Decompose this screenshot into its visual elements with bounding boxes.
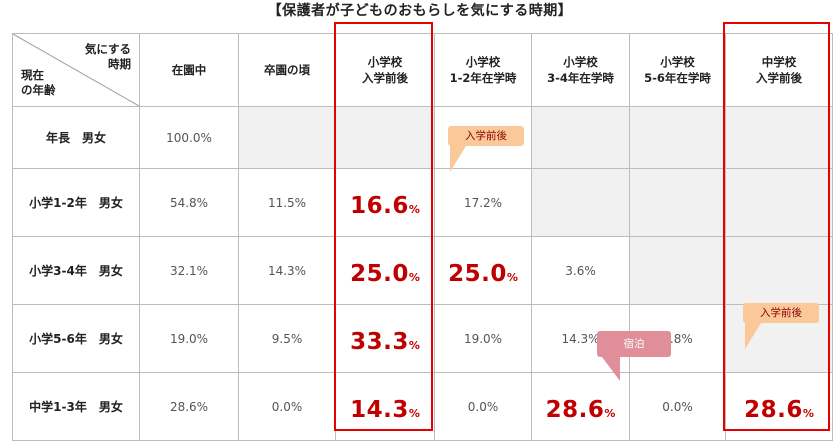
column-header: 卒園の頃 (238, 33, 336, 107)
column-header: 小学校 3-4年在学時 (531, 33, 630, 107)
table-cell: 0.0% (629, 372, 726, 441)
table-cell: 19.0% (434, 304, 532, 373)
table-cell: 17.2% (434, 168, 532, 237)
table-cell-empty (629, 106, 726, 169)
table-cell: 19.0% (139, 304, 239, 373)
highlight-frame-elementary-entry (334, 22, 433, 431)
callout-tail (450, 146, 466, 172)
table-cell: 0.0% (238, 372, 336, 441)
table-cell: 0.0% (434, 372, 532, 441)
table-cell-empty (531, 106, 630, 169)
survey-table: 気にする 時期 現在 の年齢 在園中 卒園の頃 小学校 入学前後 小学校 1-2年在… (12, 33, 833, 441)
table-cell-empty (725, 106, 833, 169)
callout-overnight-label: 宿泊 (597, 331, 671, 357)
highlight-frame-junior-high-entry (723, 22, 830, 431)
table-cell: 3.6% (531, 236, 630, 305)
chart-title: 【保護者が子どものおもらしを気にする時期】 (267, 3, 573, 19)
row-label: 小学3-4年 男女 (12, 236, 140, 305)
table-cell-empty (531, 168, 630, 237)
corner-header: 気にする 時期 現在 の年齢 (12, 33, 140, 107)
callout-tail (602, 357, 620, 381)
table-cell-empty (725, 236, 833, 305)
table-cell: 11.5% (238, 168, 336, 237)
corner-diagonal-line (13, 34, 139, 106)
column-header: 在園中 (139, 33, 239, 107)
table-row: 小学1-2年 男女 54.8% 11.5% 16.6% 17.2% (12, 168, 833, 237)
table-cell-empty (335, 106, 435, 169)
table-cell-highlight: 28.6% (531, 372, 630, 441)
corner-top-label: 気にする 時期 (84, 42, 131, 71)
table-row: 小学3-4年 男女 32.1% 14.3% 25.0% 25.0% 3.6% (12, 236, 833, 305)
table-cell-highlight: 33.3% (335, 304, 435, 373)
column-header: 小学校 5-6年在学時 (629, 33, 726, 107)
table-cell: 28.6% (139, 372, 239, 441)
table-cell: 9.5% (238, 304, 336, 373)
row-label: 中学1-3年 男女 (12, 372, 140, 441)
callout-entry-label: 入学前後 (448, 126, 524, 146)
column-header: 中学校 入学前後 (725, 33, 833, 107)
table-cell-highlight: 25.0% (434, 236, 532, 305)
table-cell-empty (629, 236, 726, 305)
table-cell: 54.8% (139, 168, 239, 237)
row-label: 小学1-2年 男女 (12, 168, 140, 237)
column-header: 小学校 1-2年在学時 (434, 33, 532, 107)
table-row: 小学5-6年 男女 19.0% 9.5% 33.3% 19.0% 14.3% 4… (12, 304, 833, 373)
header-row: 気にする 時期 現在 の年齢 在園中 卒園の頃 小学校 入学前後 小学校 1-2年在… (12, 33, 833, 107)
callout-tail (745, 323, 761, 349)
table-cell: 14.3% (238, 236, 336, 305)
row-label: 年長 男女 (12, 106, 140, 169)
callout-entry-label: 入学前後 (743, 303, 819, 323)
table-cell: 100.0% (139, 106, 239, 169)
table-cell-empty (725, 168, 833, 237)
table-row: 年長 男女 100.0% (12, 106, 833, 169)
corner-bottom-label: 現在 の年齢 (21, 68, 56, 97)
table-cell-empty (238, 106, 336, 169)
table-cell: 32.1% (139, 236, 239, 305)
table-cell-empty (629, 168, 726, 237)
row-label: 小学5-6年 男女 (12, 304, 140, 373)
